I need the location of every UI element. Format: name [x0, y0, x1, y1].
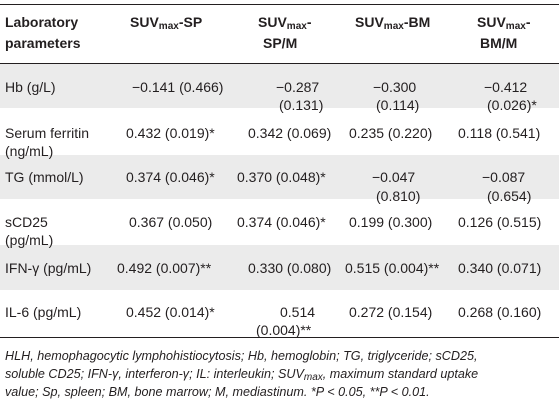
header-parameters-line1: Laboratory — [5, 14, 79, 30]
header-suv-bm: SUVmax-BM — [355, 14, 431, 32]
row-4-parameter-line1: sCD25 — [5, 214, 48, 230]
row-stripe-5 — [0, 245, 559, 290]
row-3-parameter: TG (mmol/L) — [5, 169, 84, 185]
row-5-parameter: IFN-γ (pg/mL) — [5, 260, 92, 276]
row-1-spm-line1: −0.287 — [276, 79, 320, 95]
header-suv-sp: SUVmax-SP — [130, 14, 203, 32]
header-parameters-line2: parameters — [5, 35, 81, 51]
bottom-rule — [0, 337, 559, 338]
row-4-bm: 0.199 (0.300) — [349, 214, 433, 230]
row-2-spm: 0.342 (0.069) — [248, 125, 332, 141]
row-6-sp: 0.452 (0.014)* — [126, 304, 215, 320]
row-5-spm: 0.330 (0.080) — [248, 260, 332, 276]
row-4-sp: 0.367 (0.050) — [129, 214, 213, 230]
footnote-line-1: HLH, hemophagocytic lymphohistiocytosis;… — [5, 349, 478, 363]
row-1-bmm-line2: (0.026)* — [487, 97, 537, 113]
row-1-spm-line2: (0.131) — [279, 97, 324, 113]
header-suv-sp-m: SUVmax- — [258, 14, 312, 32]
row-5-bmm: 0.340 (0.071) — [458, 260, 542, 276]
row-6-spm-line2: (0.004)** — [256, 322, 312, 338]
row-3-bmm-line1: −0.087 — [482, 169, 526, 185]
row-2-bmm: 0.118 (0.541) — [458, 125, 541, 141]
row-1-sp: −0.141 (0.466) — [132, 79, 224, 95]
row-4-spm: 0.374 (0.046)* — [237, 214, 326, 230]
row-2-parameter-line2: (ng/mL) — [5, 143, 54, 159]
row-6-spm-line1: 0.514 — [280, 304, 316, 320]
row-3-spm: 0.370 (0.048)* — [237, 169, 326, 185]
table-footnote: HLH, hemophagocytic lymphohistiocytosis;… — [5, 347, 550, 401]
row-2-sp: 0.432 (0.019)* — [126, 125, 215, 141]
footnote-line-3: value; Sp, spleen; BM, bone marrow; M, m… — [5, 385, 430, 399]
row-3-bm-line1: −0.047 — [372, 169, 416, 185]
row-2-bm: 0.235 (0.220) — [349, 125, 433, 141]
row-stripe-1 — [0, 64, 559, 108]
header-rule — [0, 63, 559, 64]
header-suv-bm-m-line2: BM/M — [480, 35, 518, 51]
row-stripe-3 — [0, 155, 559, 199]
row-1-bm-line1: −0.300 — [373, 79, 417, 95]
row-6-bmm: 0.268 (0.160) — [458, 304, 542, 320]
row-3-bm-line2: (0.810) — [376, 188, 421, 204]
row-3-sp: 0.374 (0.046)* — [126, 169, 215, 185]
row-4-parameter-line2: (pg/mL) — [5, 232, 54, 248]
header-suv-bm-m: SUVmax- — [477, 14, 531, 32]
row-3-bmm-line2: (0.654) — [487, 188, 532, 204]
row-6-bm: 0.272 (0.154) — [349, 304, 433, 320]
top-rule — [0, 4, 559, 5]
footnote-line-2: soluble CD25; IFN-γ, interferon-γ; IL: i… — [5, 367, 479, 383]
row-1-parameter: Hb (g/L) — [5, 79, 56, 95]
row-6-parameter: IL-6 (pg/mL) — [5, 304, 82, 320]
row-5-bm: 0.515 (0.004)** — [345, 260, 440, 276]
row-1-bmm-line1: −0.412 — [484, 79, 528, 95]
header-suv-sp-m-line2: SP/M — [263, 35, 298, 51]
row-5-sp: 0.492 (0.007)** — [117, 260, 212, 276]
row-2-parameter-line1: Serum ferritin — [5, 125, 90, 141]
row-1-bm-line2: (0.114) — [376, 97, 420, 113]
row-4-bmm: 0.126 (0.515) — [458, 214, 542, 230]
